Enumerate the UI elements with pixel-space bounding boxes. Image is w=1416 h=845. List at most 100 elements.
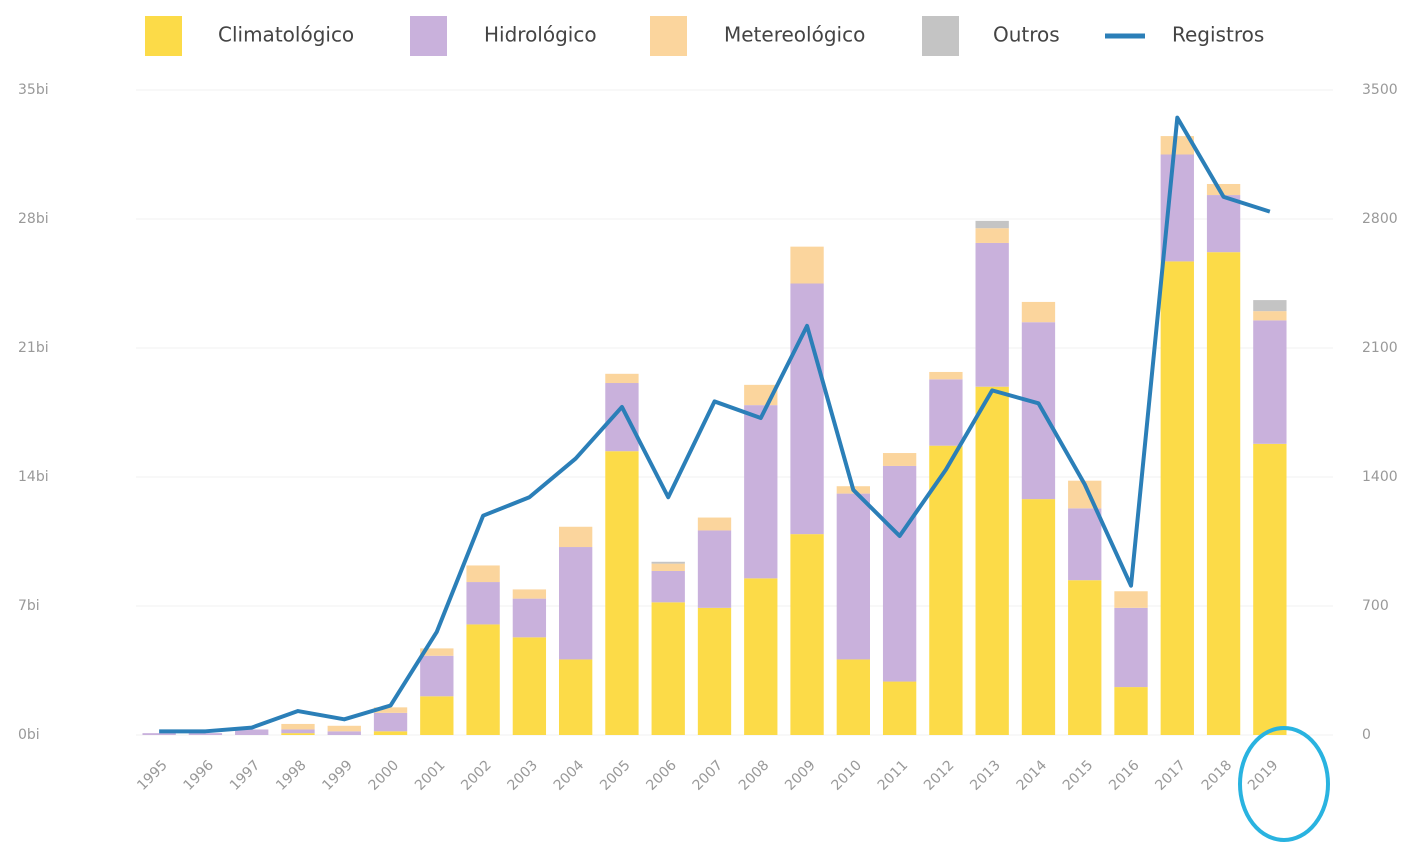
bar-segment	[1068, 508, 1102, 581]
y2-tick-label: 2100	[1362, 340, 1398, 356]
bar-segment	[1253, 320, 1287, 444]
bar-segment	[327, 731, 361, 735]
y2-tick-label: 2800	[1362, 211, 1398, 227]
x-tick-label: 2013	[967, 757, 1004, 794]
bar-segment	[744, 405, 778, 579]
bar-segment	[790, 534, 824, 735]
bar-segment	[697, 530, 732, 608]
legend-label: Metereológico	[724, 23, 865, 47]
x-tick-label: 2019	[1245, 757, 1282, 794]
legend-swatch	[922, 16, 959, 56]
bar-segment	[651, 602, 685, 735]
bar-segment	[651, 570, 685, 603]
x-tick-label: 2015	[1060, 757, 1097, 794]
bar-segment	[1114, 607, 1148, 688]
bar-segment	[1114, 591, 1148, 608]
x-tick-label: 2005	[597, 757, 634, 794]
bar-segment	[929, 379, 963, 446]
bar-segment	[1253, 311, 1287, 321]
y-tick-label: 0bi	[18, 727, 40, 743]
bar-segment	[651, 561, 685, 564]
bar-segment	[790, 246, 824, 284]
y2-tick-label: 0	[1362, 727, 1371, 743]
bar-segment	[420, 696, 454, 735]
bar-segment	[1253, 300, 1287, 312]
bar-segment	[558, 547, 593, 660]
y-tick-label: 14bi	[18, 469, 49, 485]
bar-segment	[975, 220, 1009, 229]
bar-segment	[1021, 301, 1056, 323]
bar-segment	[373, 707, 408, 713]
x-tick-label: 2011	[875, 757, 912, 794]
bar-segment	[466, 582, 500, 625]
bar-segment	[188, 733, 223, 735]
bar-segment	[420, 648, 454, 656]
x-tick-label: 2018	[1199, 757, 1236, 794]
bar-segment	[1206, 252, 1241, 735]
x-tick-label: 2009	[782, 757, 819, 794]
legend-label: Climatológico	[218, 23, 354, 47]
bar-segment	[1206, 195, 1241, 253]
y2-tick-label: 3500	[1362, 82, 1398, 98]
x-tick-label: 1996	[181, 757, 218, 794]
bar-segment	[1021, 499, 1056, 735]
bar-segment	[466, 624, 500, 735]
bar-segment	[373, 731, 408, 735]
x-tick-label: 2002	[458, 757, 495, 794]
x-tick-label: 2000	[366, 757, 403, 794]
bar-segment	[744, 578, 778, 735]
bar-segment	[836, 493, 871, 660]
bar-segment	[836, 659, 871, 735]
x-tick-label: 2014	[1014, 757, 1051, 794]
bar-segment	[281, 723, 315, 730]
bar-segment	[1160, 136, 1194, 155]
y-tick-label: 21bi	[18, 340, 49, 356]
bar-segment	[975, 242, 1009, 387]
bar-segment	[929, 445, 963, 735]
x-tick-label: 1995	[134, 757, 171, 794]
bar-segment	[975, 386, 1009, 735]
bar-segment	[420, 655, 454, 697]
bar-segment	[929, 371, 963, 380]
x-tick-label: 2004	[551, 757, 588, 794]
bar-segment	[605, 373, 639, 384]
x-tick-label: 2016	[1106, 757, 1143, 794]
bar-segment	[512, 598, 547, 638]
bar-segment	[327, 725, 361, 732]
highlight-circle	[1238, 726, 1330, 842]
bar-segment	[882, 453, 917, 466]
y-tick-label: 7bi	[18, 598, 40, 614]
bar-segment	[790, 283, 824, 535]
bar-segment	[558, 659, 593, 735]
bar-segment	[466, 565, 500, 583]
plot: 0bi 7bi 14bi 21bi 28bi 35bi 0 700 1400 2100 2800 35…	[18, 16, 1398, 794]
x-tick-label: 2010	[828, 757, 865, 794]
bar-segment	[1114, 687, 1148, 735]
x-tick-label: 2001	[412, 757, 449, 794]
bar-segment	[281, 733, 315, 735]
line	[159, 115, 1271, 734]
y2-tick-label: 1400	[1362, 469, 1398, 485]
x-tick-label: 1997	[227, 757, 264, 794]
x-tick-label: 2012	[921, 757, 958, 794]
bar-segment	[512, 589, 547, 599]
legend-label: Hidrológico	[484, 23, 597, 47]
x-tick-label: 1999	[319, 757, 356, 794]
bar-segment	[651, 563, 685, 571]
bar-segment	[605, 451, 639, 735]
bar-segment	[373, 712, 408, 732]
y-tick-label: 35bi	[18, 82, 49, 98]
bar-segment	[558, 526, 593, 548]
bar-segment	[512, 637, 547, 735]
bar-segment	[1021, 322, 1056, 500]
bar-segment	[1253, 443, 1287, 735]
bar-segment	[697, 517, 732, 531]
bar-segment	[235, 729, 269, 735]
bar-segment	[1206, 183, 1241, 196]
bar-segment	[281, 729, 315, 734]
bar-segment	[142, 733, 176, 735]
bar-segment	[1068, 580, 1102, 735]
bar-segment	[882, 465, 917, 682]
x-tick-label: 2007	[690, 757, 727, 794]
